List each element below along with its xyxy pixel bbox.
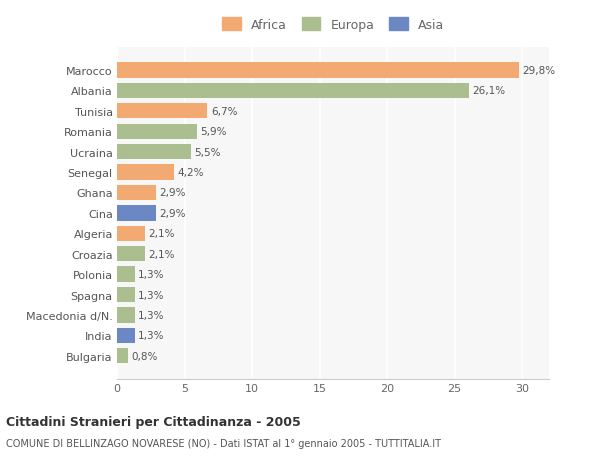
- Text: 29,8%: 29,8%: [523, 66, 556, 76]
- Text: COMUNE DI BELLINZAGO NOVARESE (NO) - Dati ISTAT al 1° gennaio 2005 - TUTTITALIA.: COMUNE DI BELLINZAGO NOVARESE (NO) - Dat…: [6, 438, 441, 448]
- Text: 1,3%: 1,3%: [138, 330, 164, 341]
- Bar: [117, 206, 156, 221]
- Bar: [117, 104, 208, 119]
- Bar: [117, 308, 134, 323]
- Bar: [117, 287, 134, 302]
- Bar: [117, 185, 156, 201]
- Bar: [117, 348, 128, 364]
- Text: 2,1%: 2,1%: [149, 229, 175, 239]
- Text: 6,7%: 6,7%: [211, 106, 238, 117]
- Bar: [117, 328, 134, 343]
- Text: Cittadini Stranieri per Cittadinanza - 2005: Cittadini Stranieri per Cittadinanza - 2…: [6, 415, 301, 428]
- Bar: [117, 124, 197, 140]
- Text: 4,2%: 4,2%: [177, 168, 203, 178]
- Text: 5,5%: 5,5%: [194, 147, 221, 157]
- Text: 0,8%: 0,8%: [131, 351, 158, 361]
- Bar: [117, 165, 174, 180]
- Text: 1,3%: 1,3%: [138, 290, 164, 300]
- Legend: Africa, Europa, Asia: Africa, Europa, Asia: [218, 14, 448, 35]
- Bar: [117, 84, 469, 99]
- Bar: [117, 267, 134, 282]
- Text: 26,1%: 26,1%: [473, 86, 506, 96]
- Bar: [117, 145, 191, 160]
- Text: 5,9%: 5,9%: [200, 127, 227, 137]
- Text: 2,9%: 2,9%: [160, 208, 186, 218]
- Bar: [117, 63, 519, 78]
- Bar: [117, 246, 145, 262]
- Text: 1,3%: 1,3%: [138, 269, 164, 280]
- Text: 1,3%: 1,3%: [138, 310, 164, 320]
- Text: 2,9%: 2,9%: [160, 188, 186, 198]
- Text: 2,1%: 2,1%: [149, 249, 175, 259]
- Bar: [117, 226, 145, 241]
